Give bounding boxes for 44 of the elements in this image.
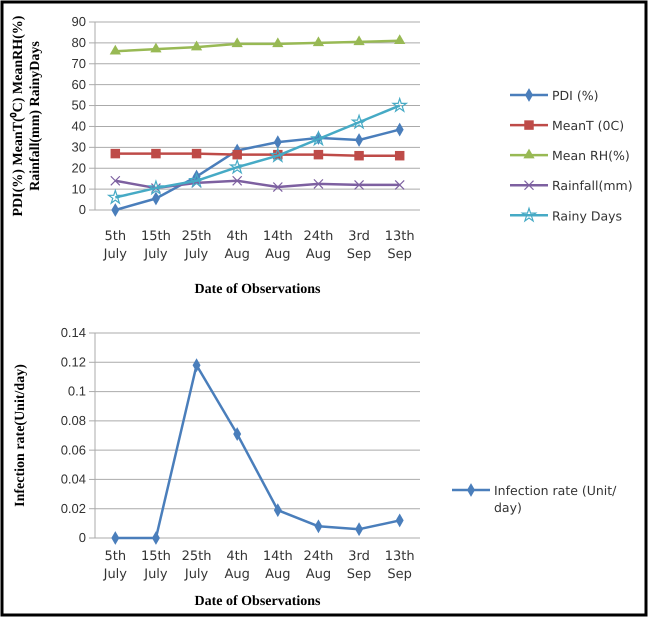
- y-tick-label: 0.08: [60, 413, 86, 428]
- x-tick-label: 25th July: [182, 549, 212, 582]
- x-tick-label: 3rd Sep: [346, 229, 372, 262]
- x-tick-label: 24th Aug: [303, 229, 334, 262]
- y-tick-label: 90: [72, 14, 86, 30]
- x-tick-label: 3rd Sep: [346, 549, 372, 582]
- y-tick-label: 60: [72, 76, 86, 92]
- y-tick-label: 0.1: [68, 384, 86, 399]
- y-tick-label: 0.14: [60, 325, 86, 340]
- y-axis-title: Infection rate(Unit/day): [13, 364, 28, 507]
- y-tick-label: 10: [72, 181, 86, 196]
- x-tick-label: 5th July: [102, 229, 128, 262]
- y-tick-label: 50: [72, 98, 86, 113]
- legend-label: Infection rate (Unit/ day): [494, 483, 618, 515]
- y-tick-label: 0: [78, 202, 86, 218]
- legend-label: MeanT (0C): [552, 118, 624, 134]
- y-tick-label: 0: [78, 530, 86, 546]
- y-tick-label: 70: [72, 56, 86, 71]
- y-tick-label: 30: [72, 139, 86, 154]
- x-tick-label: 4th Aug: [224, 549, 250, 582]
- x-tick-label: 25th July: [182, 229, 212, 262]
- legend-label: PDI (%): [552, 88, 598, 103]
- x-axis-title: Date of Observations: [194, 594, 322, 609]
- x-tick-label: 5th July: [102, 549, 128, 582]
- x-axis-title: Date of Observations: [194, 282, 322, 297]
- x-tick-label: 14th Aug: [262, 229, 293, 262]
- y-tick-label: 0.06: [60, 442, 86, 458]
- y-tick-label: 40: [72, 118, 86, 134]
- x-tick-label: 13th Sep: [384, 229, 415, 262]
- legend-label: Mean RH(%): [552, 148, 630, 164]
- x-tick-label: 4th Aug: [224, 229, 250, 262]
- x-tick-label: 15th July: [140, 549, 171, 582]
- y-tick-label: 80: [72, 35, 86, 50]
- x-tick-label: 15th July: [140, 229, 171, 262]
- legend-label: Rainfall(mm): [552, 178, 633, 194]
- y-tick-label: 20: [72, 160, 86, 176]
- y-tick-label: 0.02: [60, 500, 86, 516]
- legend-label: Rainy Days: [552, 208, 622, 224]
- y-tick-label: 0.12: [60, 354, 86, 370]
- y-axis-title: PDI(%) MeanT(⁰C) MeanRH(%) Rainfall(mm) RainyDays: [9, 15, 43, 216]
- x-tick-label: 14th Aug: [262, 549, 293, 582]
- y-tick-label: 0.04: [60, 472, 86, 487]
- x-tick-label: 24th Aug: [303, 549, 334, 582]
- x-tick-label: 13th Sep: [384, 549, 415, 582]
